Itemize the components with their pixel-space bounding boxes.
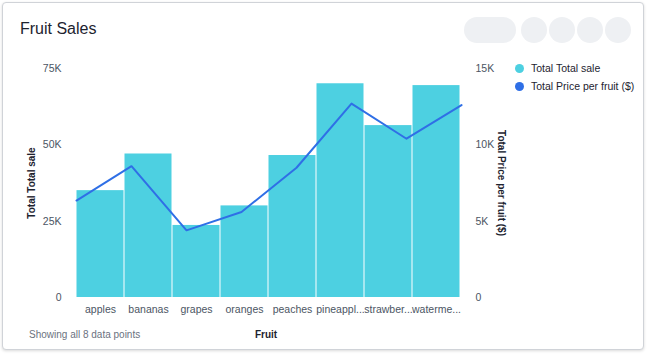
svg-text:apples: apples: [85, 303, 116, 315]
svg-text:oranges: oranges: [226, 303, 264, 315]
html-text:Total Total sale: Total Total sale: [25, 147, 37, 219]
svg-text:15K: 15K: [476, 62, 495, 74]
html-text:Total Total sale: Total Total sale: [531, 62, 601, 74]
html-text:Showing all 8 data points: Showing all 8 data points: [29, 329, 141, 340]
svg-text:pineappl...: pineappl...: [316, 303, 364, 315]
svg-text:grapes: grapes: [180, 303, 212, 315]
html-text:Fruit Sales: Fruit Sales: [20, 20, 97, 37]
svg-text:5K: 5K: [476, 215, 489, 227]
svg-text:50K: 50K: [43, 138, 62, 150]
svg-text:bananas: bananas: [128, 303, 168, 315]
svg-text:peaches: peaches: [273, 303, 313, 315]
svg-text:10K: 10K: [476, 138, 495, 150]
html-text:Total Price per fruit ($): Total Price per fruit ($): [495, 130, 507, 236]
svg-text:0: 0: [56, 291, 62, 303]
svg-text:25K: 25K: [43, 215, 62, 227]
html-text:Fruit: Fruit: [254, 329, 278, 340]
svg-text:0: 0: [476, 291, 482, 303]
svg-text:strawber...: strawber...: [364, 303, 412, 315]
svg-text:waterme...: waterme...: [411, 303, 461, 315]
svg-text:75K: 75K: [43, 62, 62, 74]
html-text:Total Price per fruit ($): Total Price per fruit ($): [531, 80, 635, 92]
